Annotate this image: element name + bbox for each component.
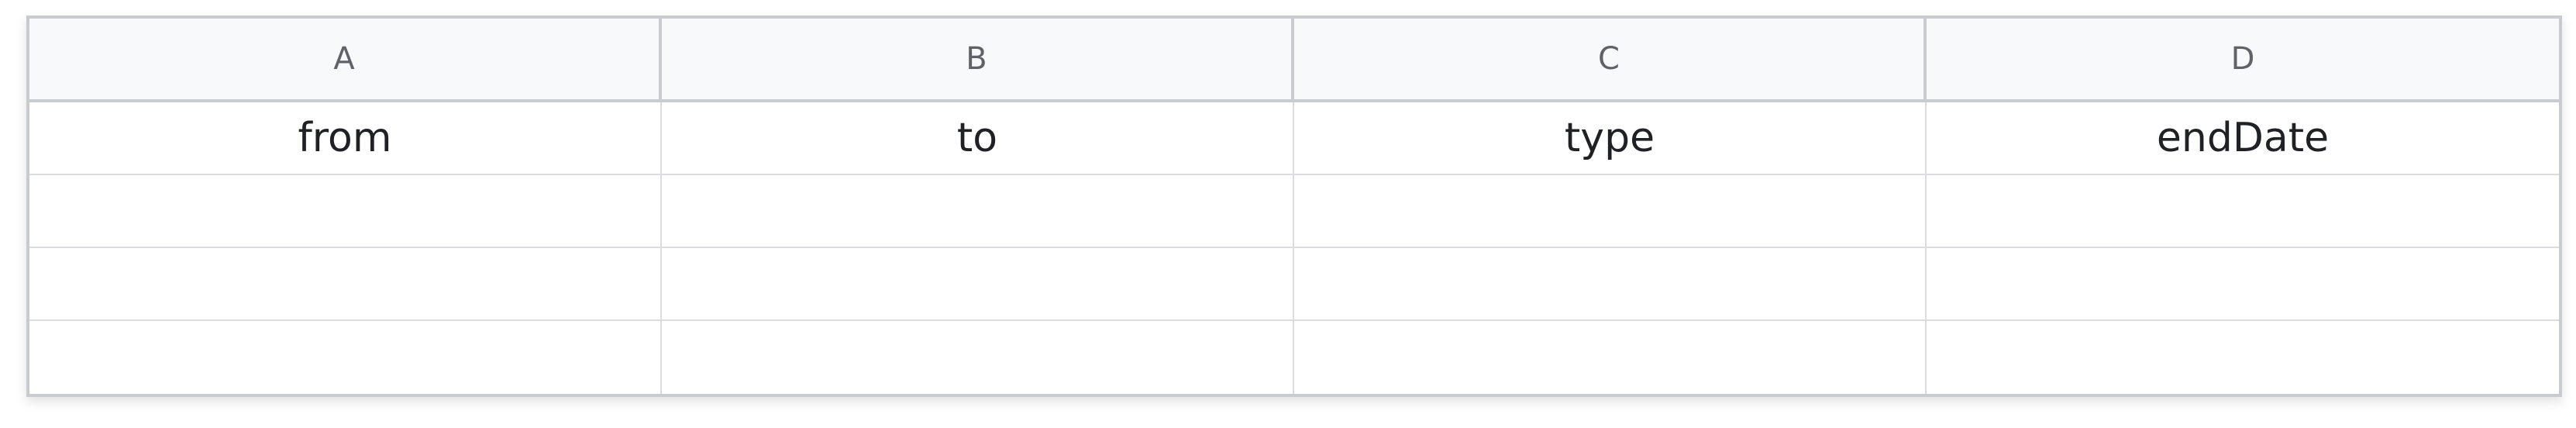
cell-d3[interactable] [1927, 248, 2559, 319]
column-header-c[interactable]: C [1294, 19, 1927, 99]
cell-c2[interactable] [1294, 175, 1927, 247]
column-header-d[interactable]: D [2230, 41, 2255, 77]
table-row: from to type endDate [29, 102, 2559, 175]
cell-b4[interactable] [662, 321, 1294, 394]
column-header-b[interactable]: B [662, 19, 1294, 99]
table-row [29, 175, 2559, 248]
cell-b3[interactable] [662, 248, 1294, 319]
cell-b2[interactable] [662, 175, 1294, 247]
cell-d1[interactable]: endDate [2156, 115, 2330, 161]
table-row [29, 248, 2559, 321]
cell-c4[interactable] [1294, 321, 1927, 394]
cell-c3[interactable] [1294, 248, 1927, 319]
cell-d2[interactable] [1927, 175, 2559, 247]
cell-a2[interactable] [29, 175, 662, 247]
table-row [29, 321, 2559, 394]
column-header-a[interactable]: A [29, 19, 662, 99]
cell-a1[interactable]: from [29, 102, 662, 174]
spreadsheet-grid: A B C D from to type endDate [26, 16, 2562, 397]
cell-a3[interactable] [29, 248, 662, 319]
cell-c1[interactable]: type [1294, 102, 1927, 174]
cell-d4[interactable] [1927, 321, 2559, 394]
column-header-row: A B C D [29, 19, 2559, 102]
cell-a4[interactable] [29, 321, 662, 394]
cell-b1[interactable]: to [662, 102, 1294, 174]
